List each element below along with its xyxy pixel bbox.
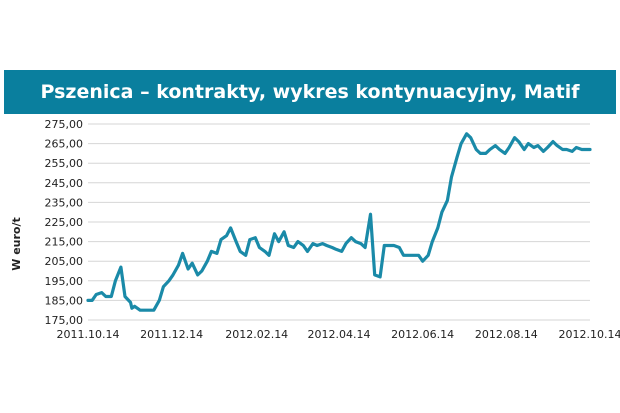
series-line xyxy=(86,132,592,312)
y-tick-label: 275,00 xyxy=(45,118,84,131)
x-tick-label: 2012.04.14 xyxy=(308,328,371,341)
x-tick-label: 2012.10.14 xyxy=(559,328,620,341)
y-tick-label: 175,00 xyxy=(45,314,84,327)
y-tick-label: 205,00 xyxy=(45,255,84,268)
y-tick-label: 195,00 xyxy=(45,275,84,288)
y-tick-label: 235,00 xyxy=(45,196,84,209)
x-tick-label: 2011.10.14 xyxy=(57,328,120,341)
y-axis-label: W euro/t xyxy=(10,217,23,271)
y-tick-label: 255,00 xyxy=(45,157,84,170)
chart-title: Pszenica – kontrakty, wykres kontynuacyj… xyxy=(40,81,580,103)
y-tick-label: 185,00 xyxy=(45,294,84,307)
y-tick-label: 245,00 xyxy=(45,177,84,190)
y-tick-label: 215,00 xyxy=(45,236,84,249)
x-tick-label: 2012.08.14 xyxy=(475,328,538,341)
y-tick-label: 225,00 xyxy=(45,216,84,229)
title-band xyxy=(4,70,616,114)
x-tick-label: 2012.06.14 xyxy=(391,328,454,341)
x-tick-label: 2012.02.14 xyxy=(225,328,288,341)
y-tick-label: 265,00 xyxy=(45,138,84,151)
x-tick-label: 2011.12.14 xyxy=(140,328,203,341)
